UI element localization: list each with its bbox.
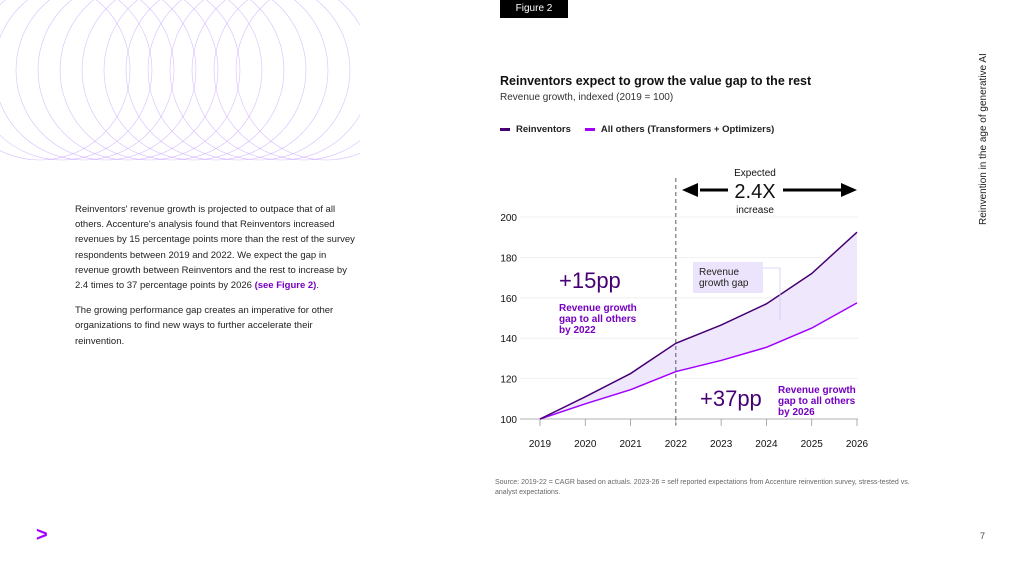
- y-tick-label: 180: [500, 253, 517, 264]
- arrow-right-head: [841, 183, 857, 197]
- x-tick-label: 2026: [846, 439, 869, 450]
- body-text: Reinventors' revenue growth is projected…: [75, 204, 355, 347]
- pp15-label: +15pp: [559, 268, 621, 293]
- figure-label: Figure 2: [500, 0, 568, 18]
- gap-area: [540, 232, 857, 419]
- decorative-circle: [81, 0, 263, 161]
- pp15-desc: Revenue growth: [559, 303, 637, 314]
- source-note: Source: 2019-22 = CAGR based on actuals.…: [495, 479, 910, 496]
- pp37-desc: by 2026: [778, 407, 815, 418]
- decorative-circle: [37, 0, 219, 161]
- pp37-desc: gap to all others: [778, 396, 856, 407]
- gap-label: growth gap: [699, 278, 749, 289]
- legend-item-others: All others (Transformers + Optimizers): [584, 124, 774, 135]
- gap-label: Revenue: [699, 267, 739, 278]
- page-number: 7: [980, 531, 986, 541]
- decorative-circle: [125, 0, 307, 161]
- decorative-circle: [0, 0, 153, 161]
- decorative-circle: [103, 0, 285, 161]
- x-tick-label: 2024: [755, 439, 778, 450]
- chart-title: Reinventors expect to grow the value gap…: [500, 74, 812, 88]
- x-tick-label: 2023: [710, 439, 733, 450]
- decorative-circle: [191, 0, 360, 161]
- expected-label: Expected: [734, 168, 776, 179]
- y-tick-label: 100: [500, 415, 517, 426]
- pp15-desc: by 2022: [559, 325, 596, 336]
- series-line-others: [539, 302, 858, 420]
- x-tick-label: 2020: [574, 439, 597, 450]
- x-tick-label: 2019: [529, 439, 552, 450]
- increase-label: increase: [736, 205, 774, 216]
- y-tick-label: 160: [500, 294, 517, 305]
- figure-link[interactable]: (see Figure 2): [254, 280, 317, 292]
- line-chart: 100 120 140 160 180 200 2019 2020 2021 2022 2023 20…: [500, 168, 869, 450]
- chart-subtitle: Revenue growth, indexed (2019 = 100): [500, 92, 674, 103]
- accenture-logo: >: [36, 524, 48, 546]
- gap-label-box: [693, 262, 763, 293]
- x-tick-label: 2025: [801, 439, 824, 450]
- legend-item-reinventors: Reinventors: [500, 124, 571, 135]
- decorative-circle: [235, 0, 360, 161]
- decorative-circle: [0, 0, 131, 161]
- decorative-circle: [213, 0, 360, 161]
- y-tick-label: 140: [500, 334, 517, 345]
- pp37-desc: Revenue growth: [778, 385, 856, 396]
- pp15-desc: gap to all others: [559, 314, 637, 325]
- gap-bracket: [763, 267, 781, 320]
- decorative-circles: [0, 0, 360, 161]
- y-tick-label: 200: [500, 213, 517, 224]
- decorative-circle: [0, 0, 175, 161]
- multiplier-label: 2.4X: [734, 181, 775, 203]
- decorative-circle: [15, 0, 197, 161]
- decorative-circle: [59, 0, 241, 161]
- arrow-left-head: [682, 183, 698, 197]
- decorative-circle: [147, 0, 329, 161]
- pp37-label: +37pp: [700, 386, 762, 411]
- side-title: Reinvention in the age of generative AI: [978, 53, 989, 225]
- y-tick-label: 120: [500, 375, 517, 386]
- legend: Reinventors All others (Transformers + O…: [500, 124, 774, 135]
- x-tick-label: 2022: [665, 439, 688, 450]
- x-tick-label: 2021: [619, 439, 642, 450]
- decorative-circle: [169, 0, 351, 161]
- series-line-reinventors: [539, 231, 858, 420]
